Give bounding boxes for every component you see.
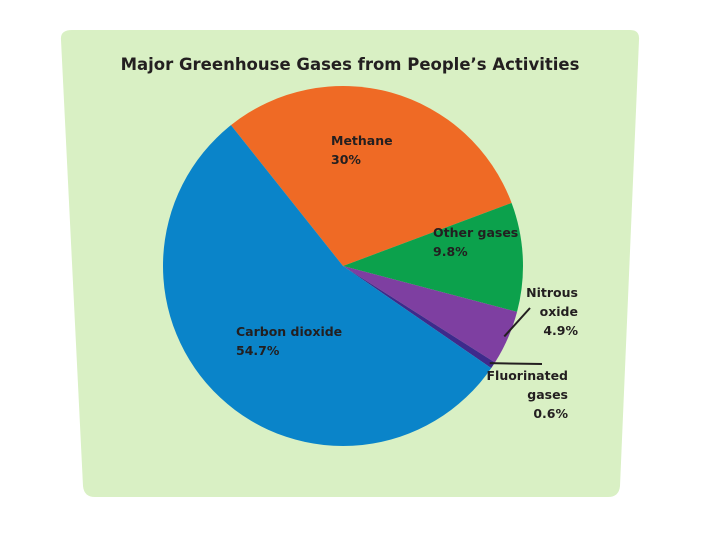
pie-slice-fluorinated-gases [343,266,495,369]
leader-line-nitrous-oxide [503,307,531,338]
slice-label-fluorinated-gases: Fluorinated gases 0.6% [487,368,569,421]
slice-name-carbon-dioxide: Carbon dioxide [236,324,342,339]
slice-value-other-gases: 9.8% [433,244,468,259]
pie-slice-other-gases [343,202,523,312]
slice-value-nitrous-oxide: 4.9% [543,323,578,338]
slice-value-fluorinated-gases: 0.6% [533,406,568,421]
slice-label-other-gases: Other gases 9.8% [433,225,518,259]
leader-line-fluorinated-gases [489,362,543,365]
slice-name-other-gases: Other gases [433,225,518,240]
slice-label-carbon-dioxide: Carbon dioxide 54.7% [236,324,342,358]
slice-value-carbon-dioxide: 54.7% [236,343,280,358]
slice-name-fluorinated-gases-line1: Fluorinated [487,368,569,383]
slice-label-nitrous-oxide: Nitrous oxide 4.9% [526,285,578,338]
pie-slice-nitrous-oxide [343,266,518,363]
slice-name-nitrous-oxide-line1: Nitrous [526,285,578,300]
chart-title: Major Greenhouse Gases from People’s Act… [121,55,580,74]
pie-slice-methane [230,86,512,266]
slice-label-methane: Methane 30% [331,133,393,167]
slice-name-fluorinated-gases-line2: gases [527,387,568,402]
slice-name-nitrous-oxide-line2: oxide [540,304,578,319]
pie-slice-carbon-dioxide [163,125,492,447]
slice-value-methane: 30% [331,152,361,167]
slice-name-methane: Methane [331,133,393,148]
